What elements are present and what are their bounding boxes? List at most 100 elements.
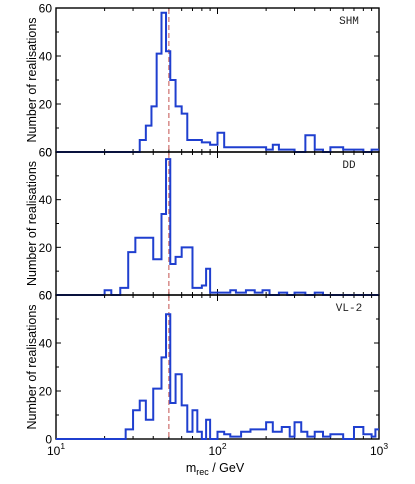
y-axis-label: Number of realisations [25, 304, 39, 429]
y-tick-label: 0 [45, 146, 52, 160]
histogram-bin [140, 401, 146, 439]
histogram-bin [315, 432, 323, 439]
histogram-bin [330, 434, 343, 439]
histogram-bin [120, 288, 128, 295]
histogram-bin [206, 269, 210, 295]
histogram-bin [236, 147, 241, 152]
histogram-bin [259, 429, 266, 439]
histogram-bin [218, 432, 225, 439]
histogram-bin [187, 432, 192, 439]
y-tick-label: 20 [39, 98, 53, 112]
histogram-bin [197, 140, 202, 152]
histogram-bin [241, 147, 246, 152]
x-axis-label: mrec / GeV [186, 461, 245, 477]
panel-label: DD [342, 160, 356, 172]
histogram-bin [192, 410, 197, 439]
x-axis: mrec / GeV 101 102 103 [47, 441, 388, 477]
histogram-bin [176, 374, 182, 439]
histogram-bin [182, 114, 188, 152]
x-tick-label-exp: 2 [222, 441, 227, 451]
histogram-bin [157, 54, 162, 152]
panel-frame [55, 294, 380, 440]
histogram-bin [301, 432, 307, 439]
histogram-bin [153, 389, 161, 439]
y-tick-label: 0 [45, 289, 52, 303]
x-tick-label-base: 10 [370, 444, 384, 458]
y-tick-label: 40 [39, 337, 53, 351]
x-tick-label: 103 [370, 441, 388, 458]
histogram-bin [230, 437, 241, 439]
histogram-bin [230, 290, 236, 295]
histogram-bin [135, 238, 144, 295]
histogram-bin [170, 403, 175, 439]
x-tick-label-base: 10 [208, 444, 222, 458]
histogram-bin [266, 422, 273, 439]
y-tick-label: 20 [39, 385, 53, 399]
histogram-bin [128, 252, 135, 295]
histogram-bin [263, 290, 270, 295]
y-tick-label: 60 [39, 289, 53, 303]
histogram-bin [192, 288, 197, 295]
panel-label: SHM [339, 16, 359, 28]
histogram-bin [182, 405, 188, 439]
histogram-bin [170, 264, 175, 295]
histogram-bin [224, 434, 230, 439]
histogram-bin [290, 437, 295, 439]
histogram-bin [161, 214, 166, 295]
x-axis-label-unit: / GeV [209, 461, 245, 475]
y-axis-label: Number of realisations [25, 17, 39, 142]
histogram-bin [146, 420, 153, 439]
y-axis-label: Number of realisations [25, 161, 39, 286]
histogram-bin [166, 314, 170, 439]
histogram-bin [126, 429, 133, 439]
histogram-bin [166, 159, 170, 295]
histogram-bin [105, 290, 112, 295]
histogram-bin [273, 432, 282, 439]
histogram-outline [56, 158, 379, 296]
histogram-bin [176, 106, 182, 152]
histogram-bin [250, 429, 258, 439]
panel-frame [55, 151, 380, 296]
histogram-bin [202, 142, 210, 152]
histogram-bin [206, 420, 210, 439]
x-tick-label: 102 [208, 441, 226, 458]
x-tick-label-exp: 3 [383, 441, 388, 451]
histogram-bin [192, 140, 197, 152]
histogram-outline [56, 313, 379, 440]
histogram-bin [372, 437, 376, 439]
histogram-bin [146, 126, 152, 152]
panel-frame [55, 7, 380, 153]
histogram-bin [241, 432, 250, 439]
histogram-bin [224, 147, 230, 152]
histogram-bin [323, 437, 330, 439]
histogram-bin [161, 357, 166, 439]
y-tick-label: 20 [39, 241, 53, 255]
histogram-bin [246, 290, 255, 295]
histogram-bin [197, 288, 202, 295]
histogram-bin [187, 140, 192, 152]
histogram-bin [166, 51, 170, 152]
histogram-outline [56, 11, 379, 153]
x-tick-label: 101 [47, 441, 65, 458]
x-tick-label-exp: 1 [60, 441, 65, 451]
histogram-bin [295, 422, 302, 439]
histogram-bin [151, 106, 156, 152]
x-axis-label-sub: rec [196, 467, 209, 477]
histogram-bin [182, 247, 188, 295]
histogram-bin [273, 145, 279, 152]
histogram-bin [282, 427, 290, 439]
histogram-bin [354, 427, 363, 439]
histogram-bin [246, 147, 266, 152]
histogram-bin [307, 437, 314, 439]
histogram-bin [210, 145, 217, 152]
y-tick-label: 0 [45, 433, 52, 447]
histogram-bin [305, 135, 314, 152]
x-tick-label-base: 10 [47, 444, 61, 458]
histogram-bin [170, 80, 175, 152]
histogram-bin [363, 434, 371, 439]
histogram-bin [375, 429, 379, 439]
y-tick-label: 60 [39, 146, 53, 160]
histogram-bin [202, 285, 206, 295]
